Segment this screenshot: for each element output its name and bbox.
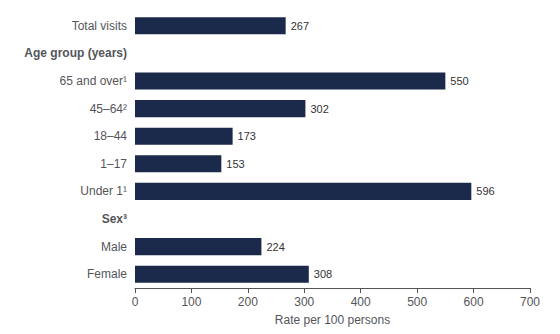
svg-text:65 and over¹: 65 and over¹ [60, 74, 127, 88]
svg-text:500: 500 [407, 295, 427, 309]
svg-text:224: 224 [266, 241, 284, 253]
svg-text:700: 700 [520, 295, 540, 309]
svg-text:1–17: 1–17 [100, 157, 127, 171]
svg-text:300: 300 [294, 295, 314, 309]
svg-text:200: 200 [238, 295, 258, 309]
svg-text:Sex³: Sex³ [102, 212, 127, 226]
svg-text:400: 400 [351, 295, 371, 309]
svg-text:153: 153 [226, 158, 244, 170]
svg-text:Age group (years): Age group (years) [24, 46, 127, 60]
svg-text:267: 267 [291, 20, 309, 32]
svg-text:45–64²: 45–64² [90, 102, 127, 116]
svg-text:596: 596 [476, 185, 494, 197]
svg-text:Under 1¹: Under 1¹ [80, 184, 127, 198]
svg-text:600: 600 [464, 295, 484, 309]
svg-text:18–44: 18–44 [94, 129, 128, 143]
svg-text:302: 302 [310, 103, 328, 115]
svg-text:0: 0 [132, 295, 139, 309]
svg-text:Male: Male [101, 240, 127, 254]
svg-text:Female: Female [87, 267, 127, 281]
svg-text:Total visits: Total visits [72, 19, 127, 33]
svg-text:173: 173 [238, 130, 256, 142]
svg-text:Rate per 100 persons: Rate per 100 persons [275, 313, 390, 327]
svg-text:308: 308 [314, 268, 332, 280]
svg-text:100: 100 [181, 295, 201, 309]
svg-text:550: 550 [450, 75, 468, 87]
